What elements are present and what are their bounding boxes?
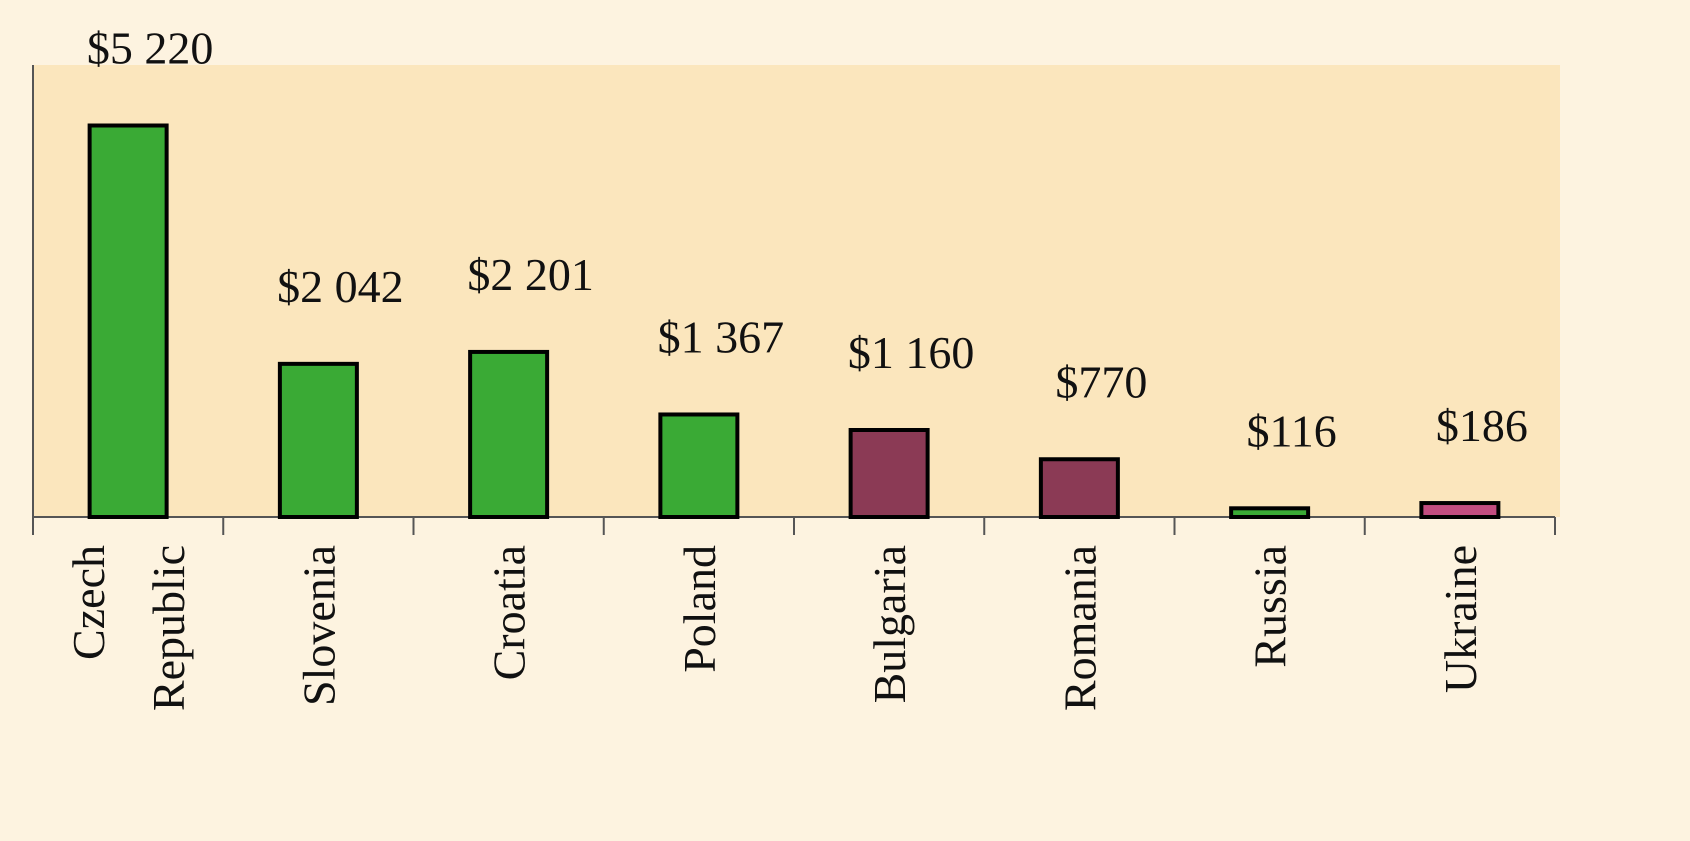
value-label: $186 <box>1436 400 1528 451</box>
bar <box>658 412 740 520</box>
x-tick-label: Bulgaria <box>864 545 915 703</box>
bar <box>1038 457 1120 519</box>
value-label: $2 042 <box>277 261 404 312</box>
value-label: $2 201 <box>467 249 594 300</box>
x-tick-label: Czech Republic <box>63 545 194 711</box>
bar <box>87 123 169 519</box>
value-label: $116 <box>1246 405 1336 456</box>
x-tick-label: Romania <box>1054 545 1105 711</box>
value-label: $5 220 <box>87 23 214 74</box>
x-tick-label: Poland <box>674 545 725 673</box>
value-label: $770 <box>1055 356 1147 407</box>
x-tick-label: Ukraine <box>1435 545 1486 693</box>
x-tick-label: Slovenia <box>293 545 344 706</box>
bar <box>468 349 550 519</box>
x-tick-label: Russia <box>1245 545 1296 668</box>
value-label: $1 160 <box>848 327 975 378</box>
bar <box>277 361 359 519</box>
bar <box>1229 506 1311 519</box>
value-label: $1 367 <box>658 311 785 362</box>
bar <box>1419 501 1501 519</box>
x-tick-label: Croatia <box>484 545 535 680</box>
bar <box>848 428 930 519</box>
